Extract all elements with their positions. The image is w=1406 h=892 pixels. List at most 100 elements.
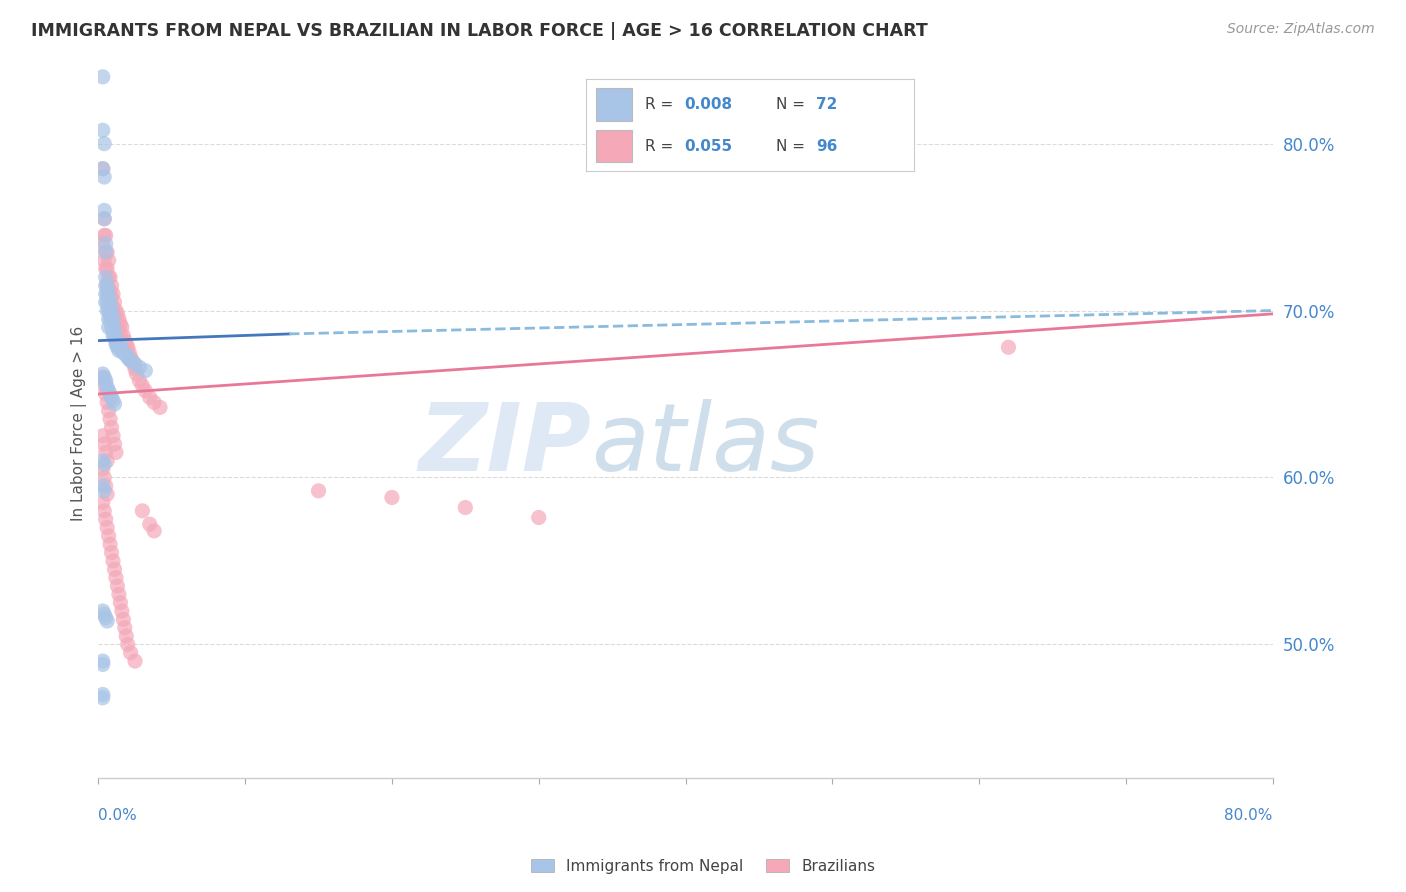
Point [107, 320, 129, 334]
Point [122, 357, 145, 371]
Legend: Immigrants from Nepal, Brazilians: Immigrants from Nepal, Brazilians [524, 853, 882, 880]
Point [91, 462, 114, 476]
Point [96, 380, 118, 394]
Point [93, 228, 115, 243]
Point [103, 328, 125, 343]
Point [97, 286, 120, 301]
Point [101, 324, 124, 338]
Point [96, 395, 118, 409]
Point [91, 370, 114, 384]
Point [94, 512, 117, 526]
Point [98, 303, 121, 318]
Point [94, 376, 117, 391]
Point [97, 384, 120, 398]
Point [149, 401, 172, 415]
Text: IMMIGRANTS FROM NEPAL VS BRAZILIAN IN LABOR FORCE | AGE > 16 CORRELATION CHART: IMMIGRANTS FROM NEPAL VS BRAZILIAN IN LA… [31, 22, 928, 40]
Text: 0.0%: 0.0% [98, 808, 138, 823]
Point [103, 397, 125, 411]
Point [91, 161, 114, 176]
Point [115, 629, 138, 643]
Point [101, 312, 124, 326]
Point [96, 261, 118, 276]
Point [110, 596, 132, 610]
Point [94, 236, 117, 251]
Point [94, 278, 117, 293]
Point [91, 123, 114, 137]
Point [101, 393, 124, 408]
Point [93, 378, 115, 392]
Point [111, 604, 134, 618]
Point [91, 604, 114, 618]
Point [94, 387, 117, 401]
Point [91, 479, 114, 493]
Point [100, 290, 122, 304]
Point [104, 571, 127, 585]
Point [108, 587, 131, 601]
Point [93, 370, 115, 384]
Point [100, 390, 122, 404]
Point [308, 483, 330, 498]
Point [101, 554, 124, 568]
Point [101, 328, 124, 343]
Point [111, 320, 134, 334]
Point [97, 270, 120, 285]
Point [134, 384, 156, 398]
Point [104, 337, 127, 351]
Point [124, 357, 146, 371]
Point [104, 303, 127, 318]
Point [110, 340, 132, 354]
Point [93, 504, 115, 518]
Point [110, 337, 132, 351]
Point [94, 245, 117, 260]
Point [96, 278, 118, 293]
Text: Source: ZipAtlas.com: Source: ZipAtlas.com [1227, 22, 1375, 37]
Point [96, 454, 118, 468]
Point [93, 211, 115, 226]
Point [104, 334, 127, 348]
Point [91, 428, 114, 442]
Point [94, 610, 117, 624]
Point [93, 457, 115, 471]
Point [108, 343, 131, 358]
Point [100, 320, 122, 334]
Point [96, 520, 118, 534]
Point [96, 614, 118, 628]
Point [112, 345, 135, 359]
Point [93, 169, 115, 184]
Point [97, 320, 120, 334]
Point [97, 312, 120, 326]
Point [527, 510, 550, 524]
Point [103, 437, 125, 451]
Point [98, 537, 121, 551]
Point [107, 340, 129, 354]
Point [96, 487, 118, 501]
Point [94, 479, 117, 493]
Point [138, 517, 160, 532]
Point [131, 378, 153, 392]
Point [124, 362, 146, 376]
Point [91, 495, 114, 509]
Point [454, 500, 477, 515]
Point [93, 211, 115, 226]
Point [93, 437, 115, 451]
Point [96, 286, 118, 301]
Point [117, 351, 139, 365]
Point [124, 654, 146, 668]
Text: atlas: atlas [592, 399, 820, 490]
Point [114, 621, 136, 635]
Point [107, 307, 129, 321]
Point [101, 286, 124, 301]
Point [91, 654, 114, 668]
Point [143, 395, 166, 409]
Point [97, 286, 120, 301]
Point [91, 690, 114, 705]
Point [91, 688, 114, 702]
Point [98, 312, 121, 326]
Y-axis label: In Labor Force | Age > 16: In Labor Force | Age > 16 [72, 326, 87, 521]
Point [100, 420, 122, 434]
Point [108, 312, 131, 326]
Point [91, 367, 114, 381]
Point [104, 445, 127, 459]
Point [93, 253, 115, 268]
Point [98, 387, 121, 401]
